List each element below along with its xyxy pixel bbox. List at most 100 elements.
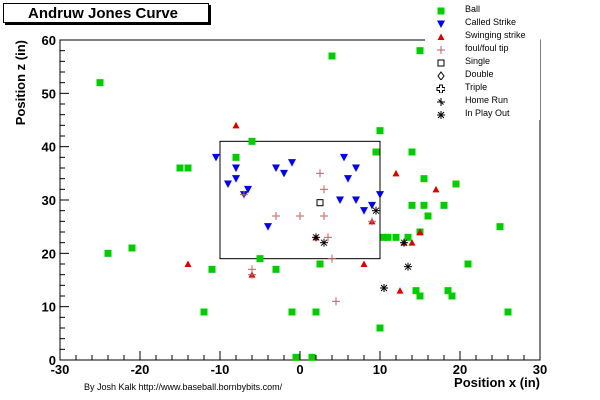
point-in-play-out <box>404 262 412 271</box>
legend-label: Triple <box>465 82 488 92</box>
x-axis-label: Position x (in) <box>454 375 540 390</box>
legend-item-foul-foul-tip: foul/foul tip <box>425 42 540 55</box>
credit-text: By Josh Kalk http://www.baseball.bornbyb… <box>84 382 283 392</box>
legend-symbol <box>437 71 445 80</box>
point-foul-foul-tip <box>240 190 248 199</box>
legend-marker-single <box>437 59 445 67</box>
legend-label: Called Strike <box>465 17 517 27</box>
point-swinging-strike <box>416 228 424 235</box>
legend-symbol <box>436 84 445 93</box>
point-ball <box>184 164 192 172</box>
point-swinging-strike <box>184 260 192 267</box>
point-foul-foul-tip <box>272 212 280 220</box>
point-in-play-out <box>380 284 388 292</box>
strike-zone <box>219 140 381 260</box>
y-tick-label: 0 <box>49 353 56 368</box>
point-called-strike <box>244 185 252 194</box>
point-called-strike <box>360 207 368 215</box>
legend-marker-in-play-out <box>437 111 445 119</box>
legend-item-ball: Ball <box>425 3 540 16</box>
point-ball <box>412 287 420 295</box>
point-called-strike <box>352 164 360 172</box>
legend-symbol <box>437 7 445 15</box>
legend-marker-double <box>437 71 445 80</box>
point-called-strike <box>340 153 348 162</box>
point-ball <box>308 353 316 361</box>
point-ball <box>200 308 208 316</box>
point-ball <box>420 175 428 183</box>
legend-marker-home-run <box>437 98 445 106</box>
x-tick-label: 0 <box>296 362 303 377</box>
point-in-play-out <box>372 206 380 215</box>
point-in-play-out <box>400 238 408 247</box>
legend-item-single: Single <box>425 55 540 68</box>
point-ball <box>504 308 512 316</box>
point-ball <box>376 127 384 135</box>
point-in-play-out <box>312 233 320 242</box>
legend-item-double: Double <box>425 68 540 81</box>
point-single <box>316 199 324 207</box>
y-axis-label: Position z (in) <box>13 40 28 125</box>
legend-item-triple: Triple <box>425 81 540 94</box>
point-ball <box>408 201 416 209</box>
y-tick-label: 30 <box>42 193 56 208</box>
point-called-strike <box>264 223 272 231</box>
legend-item-in-play-out: In Play Out <box>425 107 540 120</box>
legend-item-home-run: Home Run <box>425 94 540 107</box>
point-called-strike <box>376 191 384 199</box>
point-called-strike <box>288 159 296 167</box>
point-ball <box>416 292 424 300</box>
point-ball <box>496 223 504 231</box>
y-tick-label: 40 <box>42 140 56 155</box>
point-swinging-strike <box>360 260 368 267</box>
legend-symbol <box>437 46 445 54</box>
point-foul-foul-tip <box>296 212 304 220</box>
legend-label: Double <box>465 69 494 79</box>
legend-marker-ball <box>437 7 445 15</box>
point-ball <box>316 260 324 268</box>
point-ball <box>372 148 380 156</box>
legend-symbol <box>437 20 445 28</box>
legend-label: foul/foul tip <box>465 43 509 53</box>
point-foul-foul-tip <box>316 169 324 178</box>
legend-label: Single <box>465 56 491 66</box>
legend-symbol <box>437 111 445 119</box>
point-in-play-out <box>320 238 328 247</box>
x-tick-label: 30 <box>533 362 547 377</box>
point-foul-foul-tip <box>248 265 256 274</box>
point-called-strike <box>368 201 376 210</box>
point-foul-foul-tip <box>324 233 332 242</box>
point-called-strike <box>232 164 240 172</box>
point-foul-foul-tip <box>328 254 336 263</box>
point-swinging-strike <box>392 169 400 177</box>
point-swinging-strike <box>432 185 440 193</box>
legend-symbol <box>437 59 445 67</box>
legend-item-called-strike: Called Strike <box>425 16 540 29</box>
point-ball <box>384 233 392 241</box>
point-called-strike <box>272 164 280 172</box>
point-called-strike <box>232 175 240 183</box>
point-ball <box>232 153 240 161</box>
y-tick-label: 50 <box>42 86 56 101</box>
point-ball <box>424 212 432 220</box>
x-tick-label: 10 <box>373 362 387 377</box>
chart-title: Andruw Jones Curve <box>3 3 209 23</box>
point-ball <box>208 265 216 273</box>
point-called-strike <box>280 169 288 178</box>
point-ball <box>104 249 112 257</box>
point-ball <box>376 324 384 332</box>
y-tick-label: 10 <box>42 300 56 315</box>
y-tick-label: 20 <box>42 246 56 261</box>
point-ball <box>420 201 428 209</box>
point-ball <box>448 292 456 300</box>
point-ball <box>248 137 256 145</box>
legend-label: Swinging strike <box>465 30 526 40</box>
point-foul-foul-tip <box>320 185 328 194</box>
point-ball <box>176 164 184 172</box>
point-swinging-strike <box>232 121 240 129</box>
x-tick-label: -30 <box>51 362 70 377</box>
point-foul-foul-tip <box>320 212 328 220</box>
point-foul-foul-tip <box>368 217 376 226</box>
point-ball <box>272 265 280 273</box>
